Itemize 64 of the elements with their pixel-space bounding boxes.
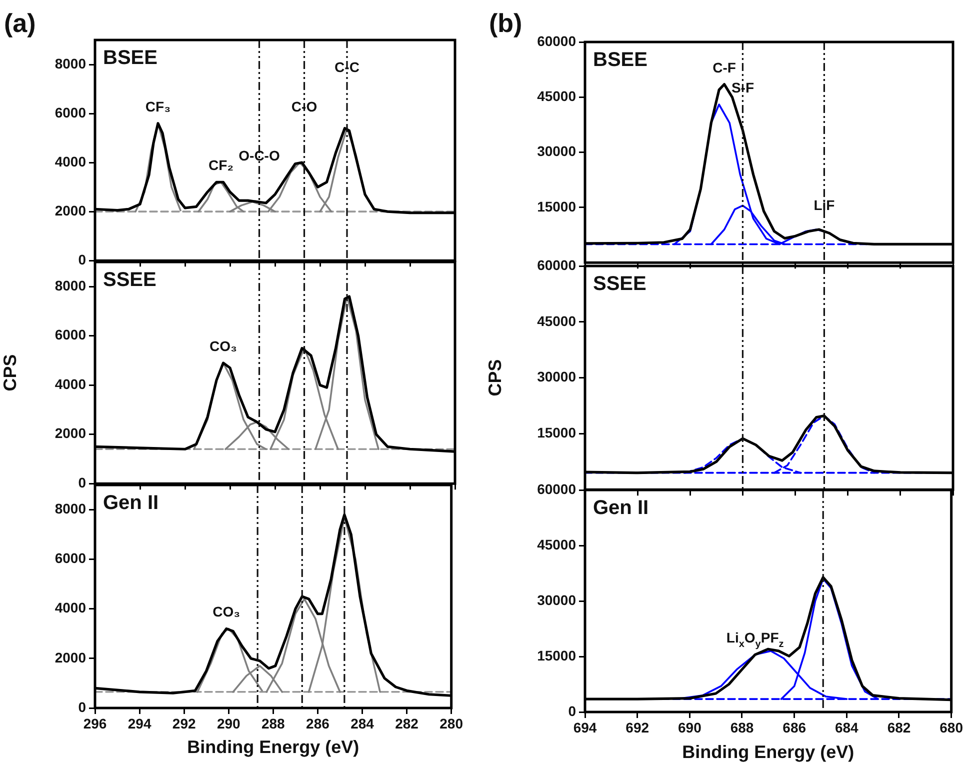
y-tick-label: 30000 [537, 592, 576, 608]
annotation: O-C-O [238, 147, 280, 164]
x-tick-label: 280 [440, 715, 464, 732]
x-tick-label: 282 [395, 715, 419, 732]
annotation: CO₃ [210, 338, 237, 354]
x-tick-label: 692 [626, 719, 650, 736]
x-tick-label: 290 [216, 715, 241, 732]
x-tick-label: 294 [128, 715, 152, 732]
y-tick-label: 4000 [54, 376, 86, 392]
y-tick-label: 0 [78, 474, 86, 490]
chart-subtitle: BSEE [593, 49, 648, 71]
chart-title: (b) [489, 8, 522, 38]
y-tick-label: 8000 [54, 55, 86, 72]
y-tick-label: 30000 [537, 368, 576, 385]
x-tick-label: 684 [834, 719, 859, 736]
y-tick-label: 2000 [54, 425, 86, 442]
y-axis-title: CPS [484, 359, 505, 396]
y-tick-label: 15000 [537, 424, 576, 441]
x-tick-label: 286 [306, 715, 330, 732]
x-tick-label: 296 [83, 715, 107, 732]
chart-title: (a) [4, 8, 36, 38]
y-tick-label: 15000 [537, 647, 576, 664]
y-tick-label: 15000 [537, 198, 576, 214]
y-tick-label: 45000 [537, 88, 576, 104]
y-tick-label: 8000 [54, 277, 86, 294]
y-tick-label: 0 [568, 702, 576, 719]
x-axis-title: Binding Energy (eV) [187, 737, 360, 758]
y-tick-label: 45000 [537, 536, 576, 552]
x-tick-label: 694 [573, 719, 597, 736]
y-tick-label: 8000 [54, 500, 86, 517]
x-axis-title: Binding Energy (eV) [682, 742, 854, 762]
chart-subtitle: Gen II [103, 492, 159, 514]
y-tick-label: 2000 [54, 202, 86, 218]
y-tick-label: 60000 [537, 32, 576, 49]
chart-subtitle: SSEE [593, 273, 646, 295]
y-tick-label: 0 [78, 698, 86, 715]
y-tick-label: 0 [78, 251, 86, 268]
x-tick-label: 682 [887, 719, 911, 736]
y-tick-label: 30000 [537, 143, 576, 160]
y-tick-label: 60000 [537, 256, 576, 273]
y-tick-label: 45000 [537, 312, 576, 329]
y-tick-label: 6000 [54, 326, 86, 343]
y-tick-label: 2000 [54, 649, 86, 666]
x-tick-label: 680 [940, 719, 964, 736]
annotation: CF₂ [208, 157, 234, 174]
x-tick-label: 292 [172, 715, 196, 732]
x-tick-label: 686 [782, 719, 806, 736]
y-tick-label: 60000 [537, 480, 576, 497]
x-tick-label: 284 [350, 715, 374, 732]
annotation: C-F [712, 59, 736, 76]
y-axis-title: CPS [0, 354, 20, 392]
y-tick-label: 6000 [54, 550, 86, 566]
y-tick-label: 4000 [54, 153, 86, 170]
y-tick-label: 4000 [54, 600, 86, 616]
chart-subtitle: SSEE [103, 269, 156, 291]
annotation: C-C [334, 59, 360, 76]
x-tick-label: 688 [730, 719, 754, 736]
chart-subtitle: Gen II [593, 497, 649, 519]
annotation: CF₃ [145, 98, 171, 114]
annotation: CO₃ [212, 604, 240, 620]
x-tick-label: 288 [261, 715, 286, 732]
x-tick-label: 690 [678, 719, 702, 736]
chart-subtitle: BSEE [103, 47, 158, 69]
y-tick-label: 6000 [54, 104, 86, 120]
